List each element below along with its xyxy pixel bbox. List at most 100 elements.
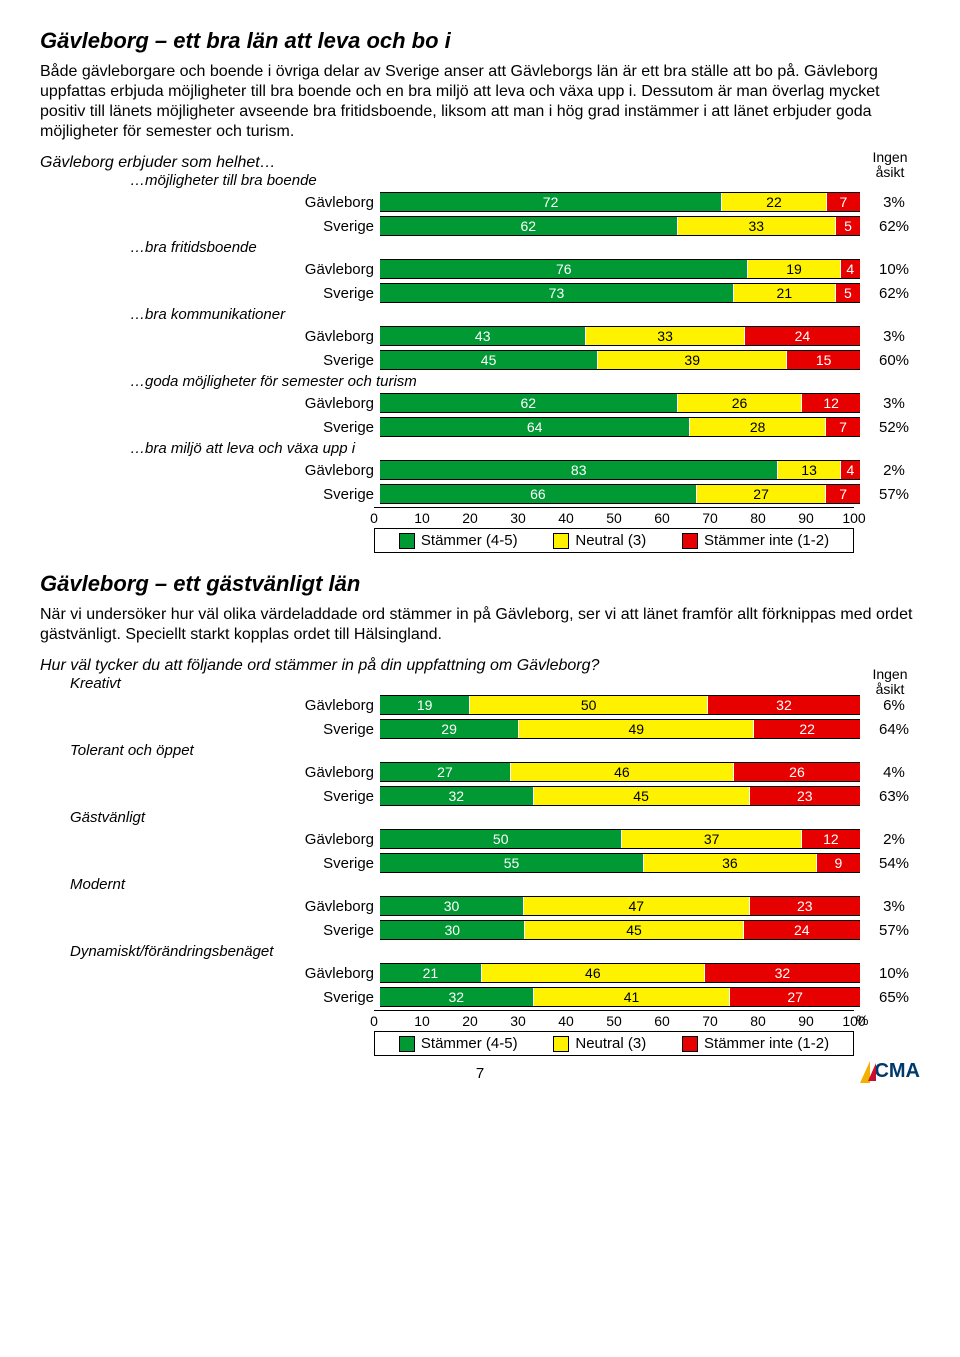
bar-segment: 9	[817, 854, 860, 872]
bar-segment: 30	[380, 897, 524, 915]
section2-body: När vi undersöker hur väl olika värdelad…	[40, 605, 920, 645]
axis-tick: 30	[510, 1011, 526, 1029]
axis-tick: 50	[606, 508, 622, 526]
bar-track: 73215	[380, 283, 860, 303]
legend-label: Neutral (3)	[575, 532, 646, 549]
legend-swatch	[399, 533, 415, 549]
row-label: Sverige	[40, 855, 380, 872]
bar-track: 324523	[380, 786, 860, 806]
bar-segment: 43	[380, 327, 586, 345]
bar-segment: 83	[380, 461, 778, 479]
row-label: Gävleborg	[40, 697, 380, 714]
sail-icon	[860, 1061, 870, 1083]
axis-tick: 20	[462, 1011, 478, 1029]
no-opinion-header-2: Ingen åsikt	[860, 667, 920, 698]
chart2: Hur väl tycker du att följande ord stämm…	[40, 657, 920, 1056]
bar-segment: 12	[802, 394, 860, 412]
row-label: Sverige	[40, 218, 380, 235]
axis-tick: 0	[370, 508, 378, 526]
legend-swatch	[553, 1036, 569, 1052]
row-label: Gävleborg	[40, 764, 380, 781]
bar-segment: 7	[826, 485, 860, 503]
bar-segment: 21	[734, 284, 836, 302]
axis-tick: 30	[510, 508, 526, 526]
axis-tick: 10	[414, 1011, 430, 1029]
bar-row: Sverige6233562%	[40, 215, 920, 237]
section1-body: Både gävleborgare och boende i övriga de…	[40, 62, 920, 142]
bar-segment: 27	[380, 763, 511, 781]
no-opinion-value: 3%	[864, 194, 924, 211]
bar-track: 294922	[380, 719, 860, 739]
bar-row: Gävleborg2746264%	[40, 761, 920, 783]
bar-track: 64287	[380, 417, 860, 437]
bar-segment: 73	[380, 284, 734, 302]
bar-segment: 45	[525, 921, 743, 939]
axis-tick: 0	[370, 1011, 378, 1029]
bar-row: Gävleborg3047233%	[40, 895, 920, 917]
legend-label: Stämmer inte (1-2)	[704, 1035, 829, 1052]
bar-row: Gävleborg6226123%	[40, 392, 920, 414]
axis-tick: 80	[750, 1011, 766, 1029]
bar-track: 214632	[380, 963, 860, 983]
group-label: Tolerant och öppet	[40, 742, 920, 759]
row-label: Gävleborg	[40, 831, 380, 848]
bar-segment: 46	[511, 763, 734, 781]
page-number: 7	[460, 1065, 500, 1082]
bar-row: Gävleborg5037122%	[40, 828, 920, 850]
bar-segment: 23	[750, 897, 860, 915]
section2-heading: Gävleborg – ett gästvänligt län	[40, 571, 920, 597]
bar-segment: 32	[705, 964, 860, 982]
bar-segment: 32	[380, 988, 534, 1006]
group-label: Kreativt	[40, 675, 920, 692]
bar-segment: 5	[836, 217, 860, 235]
bar-row: Sverige29492264%	[40, 718, 920, 740]
axis-tick: 60	[654, 508, 670, 526]
group-label: …goda möjligheter för semester och turis…	[40, 373, 920, 390]
no-opinion-value: 10%	[864, 965, 924, 982]
bar-segment: 19	[380, 696, 470, 714]
no-opinion-value: 3%	[864, 328, 924, 345]
bar-segment: 7	[827, 193, 860, 211]
axis-tick: 70	[702, 508, 718, 526]
legend-label: Stämmer inte (1-2)	[704, 532, 829, 549]
no-opinion-value: 62%	[864, 285, 924, 302]
row-label: Gävleborg	[40, 395, 380, 412]
axis-tick: 60	[654, 1011, 670, 1029]
bar-segment: 12	[802, 830, 860, 848]
bar-segment: 4	[841, 260, 860, 278]
row-label: Sverige	[40, 352, 380, 369]
axis-tick: 100	[842, 508, 865, 526]
bar-row: Sverige32412765%	[40, 986, 920, 1008]
bar-track: 72227	[380, 192, 860, 212]
row-label: Gävleborg	[40, 261, 380, 278]
legend-label: Stämmer (4-5)	[421, 532, 518, 549]
bar-segment: 19	[748, 260, 840, 278]
no-opinion-value: 65%	[864, 989, 924, 1006]
bar-row: Sverige6627757%	[40, 483, 920, 505]
no-opinion-value: 63%	[864, 788, 924, 805]
group-label: …bra kommunikationer	[40, 306, 920, 323]
bar-segment: 39	[598, 351, 787, 369]
chart2-legend: Stämmer (4-5)Neutral (3)Stämmer inte (1-…	[374, 1031, 854, 1056]
bar-row: Gävleborg831342%	[40, 459, 920, 481]
bar-row: Sverige6428752%	[40, 416, 920, 438]
no-opinion-value: 6%	[864, 697, 924, 714]
row-label: Sverige	[40, 922, 380, 939]
no-opinion-value: 3%	[864, 898, 924, 915]
bar-track: 324127	[380, 987, 860, 1007]
legend-label: Stämmer (4-5)	[421, 1035, 518, 1052]
bar-segment: 47	[524, 897, 750, 915]
bar-track: 503712	[380, 829, 860, 849]
no-opinion-value: 2%	[864, 462, 924, 479]
axis-tick: 70	[702, 1011, 718, 1029]
legend-swatch	[399, 1036, 415, 1052]
row-label: Sverige	[40, 788, 380, 805]
row-label: Sverige	[40, 721, 380, 738]
row-label: Gävleborg	[40, 898, 380, 915]
bar-segment: 33	[586, 327, 744, 345]
legend-item: Neutral (3)	[553, 532, 646, 549]
legend-item: Stämmer (4-5)	[399, 1035, 518, 1052]
row-label: Sverige	[40, 285, 380, 302]
bar-segment: 22	[722, 193, 827, 211]
bar-track: 453915	[380, 350, 860, 370]
